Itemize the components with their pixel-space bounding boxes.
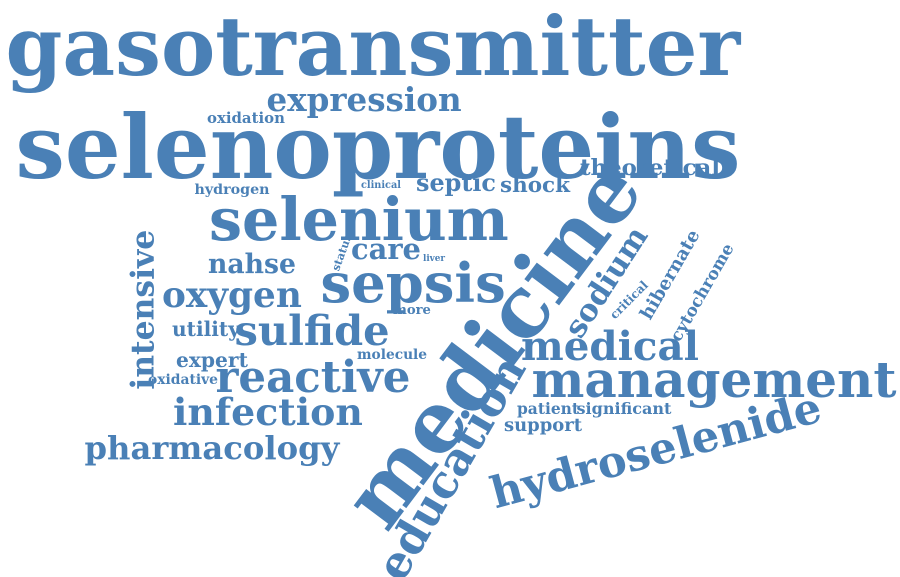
word-selenoproteins: selenoproteins [15,96,741,200]
word-expression: expression [266,79,462,119]
word-infection: infection [173,389,363,435]
word-management: management [531,350,897,409]
word-nahse: nahse [208,248,296,280]
word-support: support [504,415,583,436]
word-sulfide: sulfide [234,306,390,356]
word-oxidative: oxidative [148,372,218,389]
word-oxygen: oxygen [162,274,302,317]
word-liver: liver [423,253,446,264]
word-significant: significant [576,398,672,418]
word-sepsis: sepsis [320,250,506,315]
word-clinical: clinical [361,180,401,192]
word-expert: expert [176,347,248,372]
word-theoretical: theoretical [580,154,721,181]
word-more: more [393,303,431,319]
word-reactive: reactive [215,352,411,404]
word-hydrogen: hydrogen [194,181,270,198]
word-selenium: selenium [209,184,509,254]
word-care: care [351,231,421,266]
word-gasotransmitter: gasotransmitter [5,0,741,96]
word-pharmacology: pharmacology [84,428,340,467]
word-medical: medical [521,321,699,370]
word-septic: septic [416,169,496,198]
word-utility: utility [172,316,240,341]
word-oxidation: oxidation [207,108,285,127]
word-intensive: intensive [124,229,162,391]
word-molecule: molecule [357,347,428,364]
word-patient: patient [517,399,580,419]
word-shock: shock [500,173,570,199]
